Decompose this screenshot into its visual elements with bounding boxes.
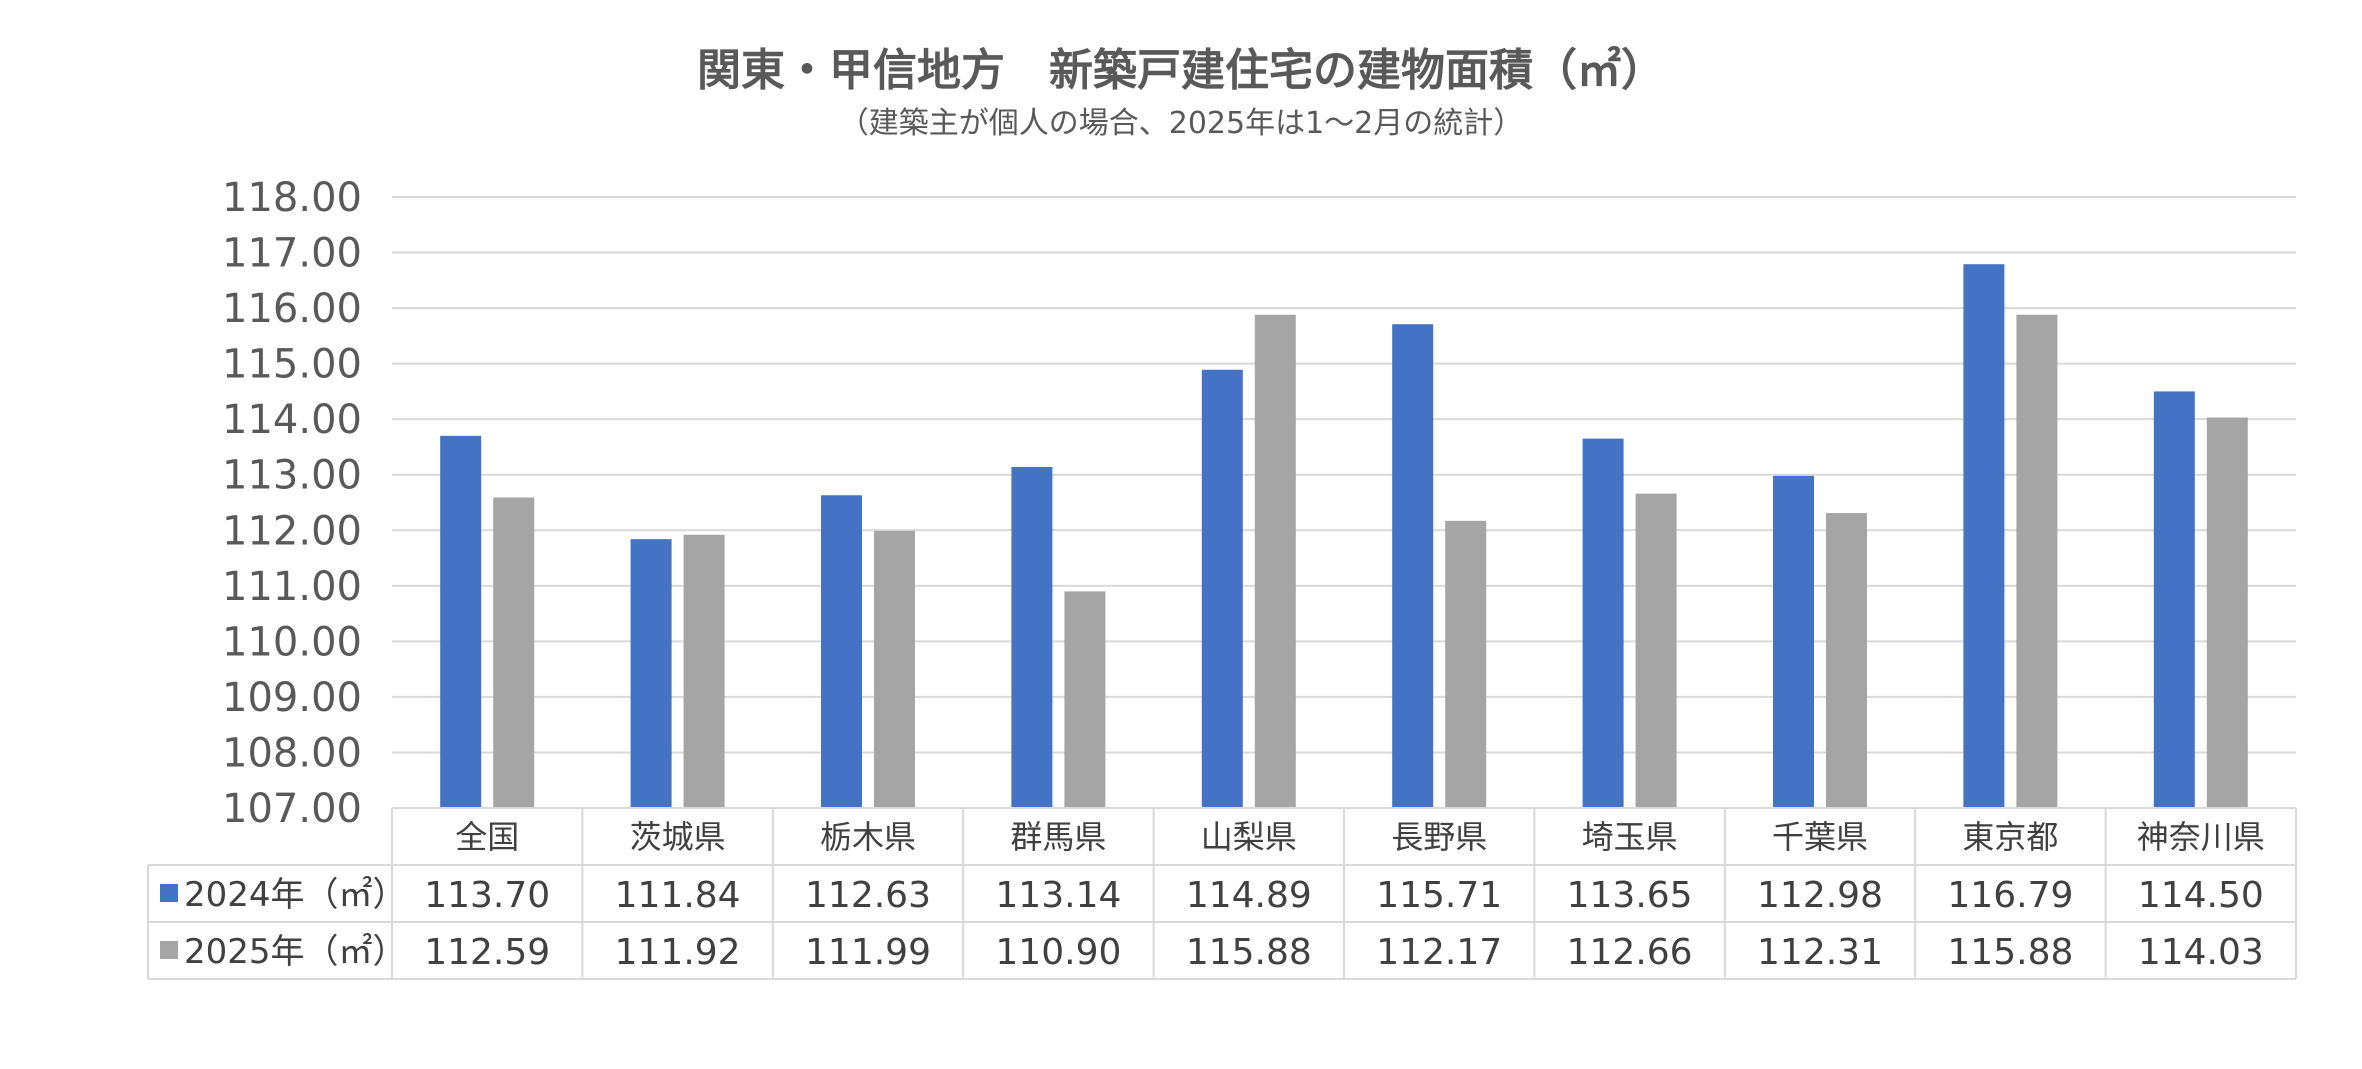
bar-1-2 — [630, 539, 672, 808]
data-label: 114.50 — [2138, 875, 2264, 916]
category-label: 栃木県 — [820, 818, 916, 856]
y-tick-label: 107.00 — [222, 786, 362, 832]
category-label: 全国 — [455, 818, 519, 856]
bar-2-9 — [2016, 314, 2058, 808]
y-tick-label: 116.00 — [222, 286, 362, 332]
data-label: 116.79 — [1947, 875, 2073, 916]
bar-2-4 — [1064, 591, 1106, 808]
bar-2-1 — [493, 497, 535, 808]
bar-1-8 — [1773, 475, 1814, 808]
data-label: 111.84 — [615, 875, 741, 916]
data-label: 113.70 — [424, 875, 550, 916]
chart-subtitle: （建築主が個人の場合、2025年は1～2月の統計） — [839, 106, 1524, 141]
category-label: 千葉県 — [1772, 818, 1868, 856]
data-label: 112.17 — [1376, 932, 1502, 973]
category-label: 神奈川県 — [2137, 818, 2265, 856]
y-tick-label: 113.00 — [222, 453, 362, 499]
data-label: 115.88 — [1186, 932, 1312, 973]
chart-title: 関東・甲信地方 新築戸建住宅の建物面積（㎡） — [697, 45, 1665, 96]
y-tick-label: 108.00 — [222, 730, 362, 776]
y-tick-label: 110.00 — [222, 619, 362, 665]
y-tick-label: 109.00 — [222, 675, 362, 721]
legend-label: 2024年（㎡） — [184, 875, 407, 915]
data-label: 112.66 — [1567, 932, 1693, 973]
bar-1-3 — [821, 495, 862, 808]
y-tick-label: 118.00 — [222, 175, 362, 221]
data-label: 110.90 — [995, 932, 1121, 973]
data-table: 全国 茨城県 栃木県 群馬県 山梨県 長野県 埼玉県 千葉県 東京都 神奈川県 2024年（㎡） 11… — [147, 807, 2297, 980]
bar-1-5 — [1201, 369, 1243, 808]
bar-1-6 — [1392, 324, 1434, 808]
data-label: 111.92 — [615, 932, 741, 973]
data-label: 114.03 — [2138, 932, 2264, 973]
data-label: 111.99 — [805, 932, 931, 973]
data-label: 115.71 — [1376, 875, 1502, 916]
data-label: 115.88 — [1947, 932, 2073, 973]
category-label: 埼玉県 — [1582, 818, 1678, 856]
bar-2-2 — [683, 534, 725, 808]
bar-2-7 — [1635, 493, 1677, 808]
category-label: 東京都 — [1962, 818, 2058, 856]
category-label: 山梨県 — [1201, 818, 1297, 856]
legend-swatch — [160, 884, 178, 902]
bar-1-4 — [1011, 466, 1053, 808]
data-label: 112.59 — [424, 932, 550, 973]
data-label: 112.98 — [1757, 875, 1883, 916]
legend-label: 2025年（㎡） — [184, 932, 407, 972]
y-tick-label: 115.00 — [222, 342, 362, 388]
y-tick-label: 117.00 — [222, 231, 362, 277]
data-label: 112.31 — [1757, 932, 1883, 973]
bar-2-3 — [874, 530, 915, 808]
bar-1-9 — [1963, 264, 2005, 809]
bar-1-7 — [1582, 438, 1624, 808]
data-label: 113.65 — [1567, 875, 1693, 916]
data-label: 114.89 — [1186, 875, 1312, 916]
y-axis: 107.00 108.00 109.00 110.00 111.00 112.00 113.… — [222, 175, 362, 832]
y-tick-label: 112.00 — [222, 508, 362, 554]
bar-2-8 — [1826, 513, 1867, 808]
y-tick-label: 111.00 — [222, 564, 362, 610]
bars — [440, 264, 2248, 809]
gridlines — [392, 196, 2296, 809]
category-label: 群馬県 — [1010, 818, 1106, 856]
category-label: 長野県 — [1391, 818, 1487, 856]
legend-swatch — [160, 941, 178, 959]
data-label: 112.63 — [805, 875, 931, 916]
y-tick-label: 114.00 — [222, 397, 362, 443]
data-label: 113.14 — [995, 875, 1121, 916]
bar-2-6 — [1445, 520, 1487, 808]
bar-2-5 — [1254, 314, 1296, 808]
bar-2-10 — [2206, 417, 2248, 808]
bar-1-1 — [440, 435, 482, 808]
category-label: 茨城県 — [630, 818, 726, 856]
bar-1-10 — [2153, 391, 2195, 808]
